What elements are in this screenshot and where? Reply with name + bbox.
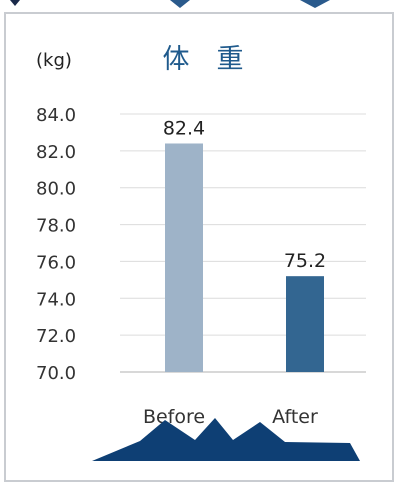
y-tick-label: 72.0 xyxy=(36,326,76,347)
top-decoration xyxy=(0,0,398,10)
value-labels: 82.4 75.2 xyxy=(163,117,326,272)
y-tick-label: 76.0 xyxy=(36,252,76,273)
y-tick-label: 70.0 xyxy=(36,363,76,384)
bar-chart: (kg) 体 重 70.0 72.0 74.0 76.0 78.0 80.0 82.0 84.… xyxy=(0,0,398,461)
unit-label: (kg) xyxy=(36,50,72,71)
x-axis-labels: Before After xyxy=(143,406,318,428)
bars xyxy=(165,143,324,372)
x-tick-label: Before xyxy=(143,406,205,428)
starburst-decoration xyxy=(92,418,360,461)
y-tick-label: 78.0 xyxy=(36,216,76,237)
chart-title: 体 重 xyxy=(163,44,244,75)
grid-lines xyxy=(120,113,366,373)
x-tick-label: After xyxy=(272,406,318,428)
bar-before xyxy=(165,143,203,372)
y-tick-label: 80.0 xyxy=(36,179,76,200)
value-label: 75.2 xyxy=(284,250,326,272)
y-tick-label: 74.0 xyxy=(36,289,76,310)
y-tick-label: 84.0 xyxy=(36,105,76,126)
y-tick-label: 82.0 xyxy=(36,142,76,163)
y-axis-ticks: 70.0 72.0 74.0 76.0 78.0 80.0 82.0 84.0 xyxy=(36,105,76,384)
value-label: 82.4 xyxy=(163,117,205,139)
bar-after xyxy=(286,276,324,372)
